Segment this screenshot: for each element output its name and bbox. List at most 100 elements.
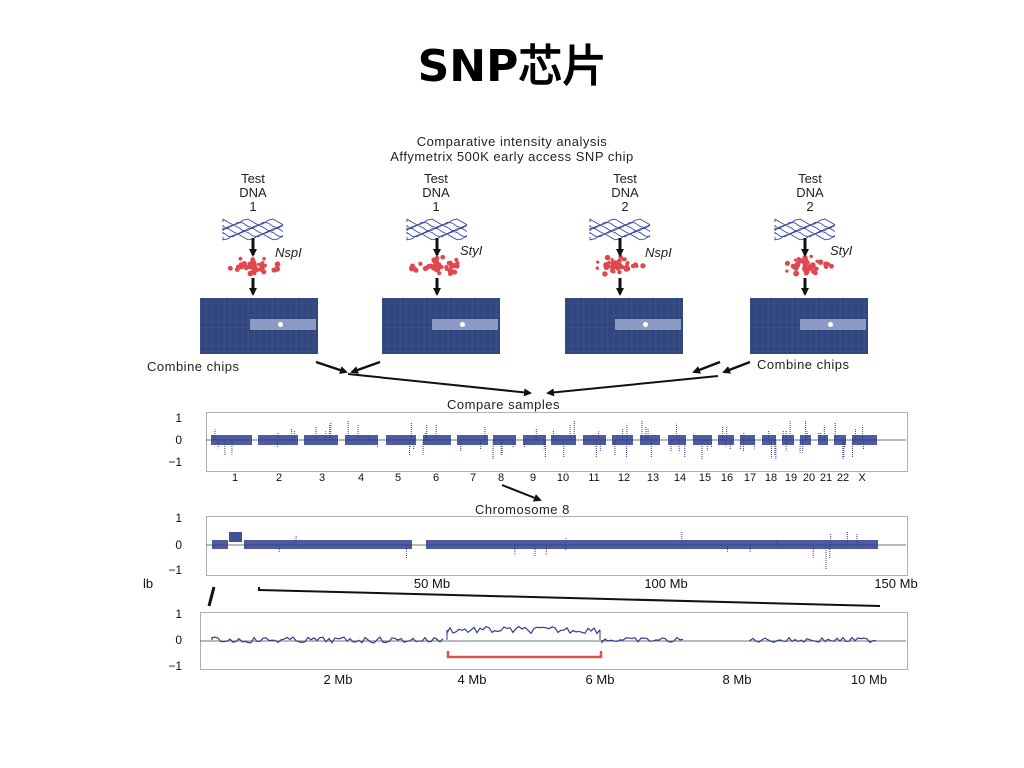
x-tick: 2 xyxy=(275,472,283,484)
x-tick: 6 xyxy=(432,472,440,484)
zoom-trace xyxy=(211,625,877,644)
compare-arrow xyxy=(347,373,532,397)
x-tick: 150 Mb xyxy=(874,576,918,591)
x-tick: 11 xyxy=(588,472,600,484)
chromosome-trace xyxy=(304,421,338,445)
figure-header-line2: Affymetrix 500K early access SNP chip xyxy=(390,149,634,164)
x-tick: 1 xyxy=(231,472,239,484)
dna-strands-icon xyxy=(406,218,468,241)
x-tick: 22 xyxy=(836,472,850,484)
x-tick: 10 Mb xyxy=(850,672,888,687)
x-tick: 19 xyxy=(784,472,798,484)
chromosome-trace xyxy=(834,421,846,460)
x-tick: 5 xyxy=(394,472,402,484)
chromosome-trace xyxy=(762,430,777,460)
x-tick: 100 Mb xyxy=(644,576,688,591)
chip-image xyxy=(750,298,868,354)
x-tick: 9 xyxy=(529,472,537,484)
digested-fragments-icon xyxy=(595,254,646,277)
chromosome-trace xyxy=(612,423,633,458)
chip-image xyxy=(200,298,318,354)
slide-title: SNP芯片 xyxy=(417,41,607,92)
x-tick: lb xyxy=(142,576,154,591)
enzyme-label: StyI xyxy=(460,243,483,258)
combine-chips-left: Combine chips xyxy=(147,359,240,374)
x-tick: 20 xyxy=(802,472,816,484)
x-tick: 21 xyxy=(819,472,833,484)
chromosome-trace xyxy=(345,420,378,447)
chromosome-trace xyxy=(386,422,416,456)
x-tick: 10 xyxy=(556,472,570,484)
y-tick: 0 xyxy=(175,633,182,647)
x-tick: 18 xyxy=(764,472,778,484)
combine-arrow xyxy=(315,360,348,374)
chromosome-trace xyxy=(640,421,660,458)
digested-fragments-icon xyxy=(227,256,281,277)
y-tick: 1 xyxy=(175,607,182,621)
chromosome-arrow xyxy=(501,484,542,502)
enzyme-label: StyI xyxy=(830,243,853,258)
compare-arrow xyxy=(546,375,719,397)
y-tick: 1 xyxy=(175,511,182,525)
chromosome-label: Chromosome 8 xyxy=(475,502,570,517)
x-tick: 16 xyxy=(720,472,734,484)
chromosome-trace xyxy=(739,432,755,452)
compare-samples-label: Compare samples xyxy=(447,397,560,412)
x-tick: 4 xyxy=(357,472,365,484)
chr8-trace xyxy=(212,531,878,570)
combine-chips-right: Combine chips xyxy=(757,357,850,372)
x-tick: 7 xyxy=(469,472,477,484)
chromosome-trace xyxy=(551,420,576,458)
y-tick: 0 xyxy=(175,538,182,552)
y-tick: −1 xyxy=(168,563,182,577)
chromosome-trace xyxy=(422,424,451,455)
combine-arrow xyxy=(692,360,721,374)
chromosome-trace xyxy=(799,420,811,454)
chromosome-trace xyxy=(668,423,686,458)
chromosome-trace xyxy=(583,431,606,459)
x-tick: 17 xyxy=(743,472,757,484)
x-tick: 14 xyxy=(673,472,687,484)
x-tick: 8 Mb xyxy=(722,672,752,687)
zoom-connector-lines xyxy=(207,586,881,607)
x-tick: 4 Mb xyxy=(457,672,487,687)
chromosome-trace xyxy=(817,425,828,445)
x-tick: X xyxy=(858,472,866,484)
combine-arrow xyxy=(350,360,381,374)
x-tick: 12 xyxy=(617,472,631,484)
test-label: Test DNA 1 xyxy=(239,171,267,214)
test-label: Test DNA 2 xyxy=(796,171,824,214)
region-bracket xyxy=(446,651,603,659)
chromosome-trace xyxy=(211,429,252,456)
x-tick: 13 xyxy=(646,472,660,484)
digested-fragments-icon xyxy=(784,254,834,277)
dna-strands-icon xyxy=(774,218,836,241)
chromosome-trace xyxy=(523,427,546,458)
digested-fragments-icon xyxy=(408,254,460,277)
chromosome-trace xyxy=(457,426,488,453)
y-tick: −1 xyxy=(168,659,182,673)
x-tick: 2 Mb xyxy=(323,672,353,687)
dna-strands-icon xyxy=(222,218,284,241)
enzyme-label: NspI xyxy=(645,245,672,260)
chromosome-trace xyxy=(718,426,734,450)
x-tick: 8 xyxy=(497,472,505,484)
chromosome-trace xyxy=(258,428,298,448)
chromosome-trace xyxy=(692,433,713,460)
x-tick: 15 xyxy=(698,472,712,484)
test-label: Test DNA 2 xyxy=(611,171,639,214)
y-tick: 0 xyxy=(175,433,182,447)
enzyme-label: NspI xyxy=(275,245,302,260)
chromosome-trace xyxy=(782,421,794,451)
x-tick: 3 xyxy=(318,472,326,484)
chip-image xyxy=(382,298,500,354)
chromosome-trace xyxy=(492,435,516,460)
figure-header-line1: Comparative intensity analysis xyxy=(416,134,608,149)
dna-strands-icon xyxy=(589,218,651,241)
y-tick: 1 xyxy=(175,411,182,425)
chip-image xyxy=(565,298,683,354)
x-tick: 6 Mb xyxy=(585,672,615,687)
test-label: Test DNA 1 xyxy=(422,171,450,214)
y-tick: −1 xyxy=(168,455,182,469)
